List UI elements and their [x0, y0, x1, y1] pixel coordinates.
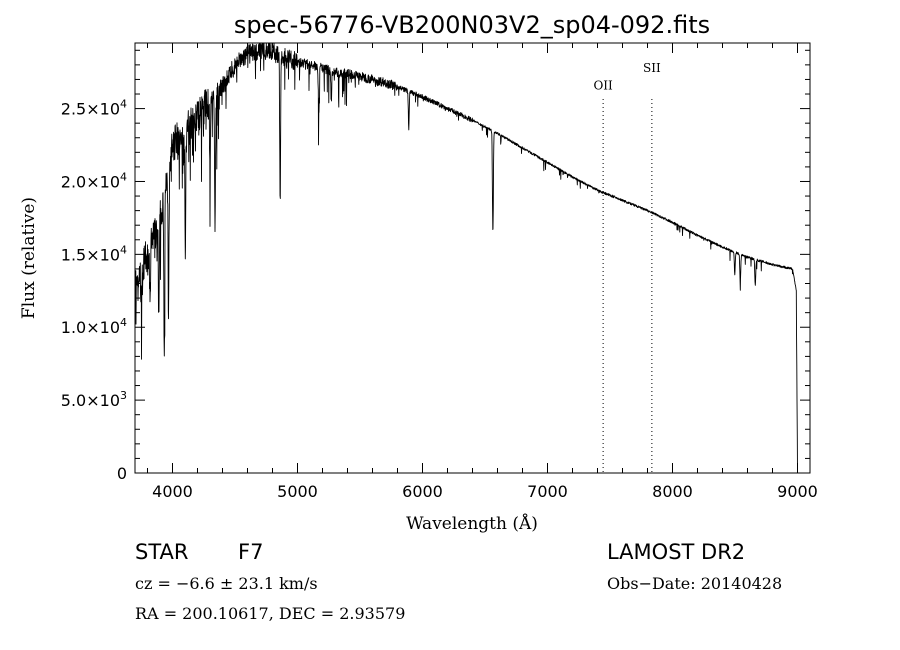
y-tick-label: 1.0×104 [61, 316, 127, 337]
line-annotations: OII SII [593, 61, 661, 473]
axis-ticks: 4000 5000 6000 7000 8000 9000 0 5.0×103 1.0×104 1… [61, 43, 818, 501]
obs-date: Obs−Date: 20140428 [607, 574, 783, 593]
coordinates: RA = 200.10617, DEC = 2.93579 [135, 604, 406, 623]
x-tick-label: 9000 [777, 482, 818, 501]
x-tick-label: 7000 [527, 482, 568, 501]
y-tick-label: 1.5×104 [61, 243, 127, 264]
subclass: F7 [238, 540, 264, 564]
x-tick-label: 8000 [652, 482, 693, 501]
y-tick-label: 0 [117, 464, 127, 483]
x-axis-label: Wavelength (Å) [406, 513, 538, 534]
object-class: STAR [135, 540, 189, 564]
x-tick-label: 4000 [152, 482, 193, 501]
survey-label: LAMOST DR2 [607, 540, 746, 564]
series-layer [134, 42, 798, 474]
annotation-label: SII [643, 61, 661, 75]
y-axis-label: Flux (relative) [19, 197, 39, 319]
y-tick-label: 5.0×103 [61, 389, 127, 410]
x-tick-label: 6000 [402, 482, 443, 501]
x-tick-label: 5000 [277, 482, 318, 501]
cz-readout: cz = −6.6 ± 23.1 km/s [135, 574, 318, 593]
annotation-label: OII [593, 79, 613, 93]
y-tick-label: 2.0×104 [61, 170, 127, 191]
chart-title: spec-56776-VB200N03V2_sp04-092.fits [234, 11, 710, 39]
y-tick-label: 2.5×104 [61, 98, 127, 119]
plot-frame [134, 42, 811, 474]
spectrum-line [134, 42, 798, 474]
